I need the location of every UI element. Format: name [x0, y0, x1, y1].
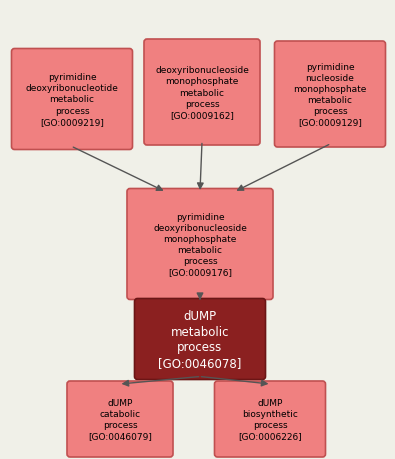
- Text: pyrimidine
deoxyribonucleoside
monophosphate
metabolic
process
[GO:0009176]: pyrimidine deoxyribonucleoside monophosp…: [153, 212, 247, 277]
- FancyBboxPatch shape: [127, 189, 273, 300]
- FancyBboxPatch shape: [275, 42, 386, 148]
- FancyBboxPatch shape: [214, 381, 325, 457]
- Text: dUMP
metabolic
process
[GO:0046078]: dUMP metabolic process [GO:0046078]: [158, 309, 242, 369]
- FancyBboxPatch shape: [144, 40, 260, 146]
- FancyBboxPatch shape: [67, 381, 173, 457]
- FancyBboxPatch shape: [11, 50, 132, 150]
- FancyBboxPatch shape: [135, 299, 265, 380]
- Text: pyrimidine
deoxyribonucleotide
metabolic
process
[GO:0009219]: pyrimidine deoxyribonucleotide metabolic…: [26, 73, 118, 126]
- Text: pyrimidine
nucleoside
monophosphate
metabolic
process
[GO:0009129]: pyrimidine nucleoside monophosphate meta…: [293, 62, 367, 127]
- Text: dUMP
catabolic
process
[GO:0046079]: dUMP catabolic process [GO:0046079]: [88, 398, 152, 440]
- Text: deoxyribonucleoside
monophosphate
metabolic
process
[GO:0009162]: deoxyribonucleoside monophosphate metabo…: [155, 66, 249, 119]
- Text: dUMP
biosynthetic
process
[GO:0006226]: dUMP biosynthetic process [GO:0006226]: [238, 398, 302, 440]
